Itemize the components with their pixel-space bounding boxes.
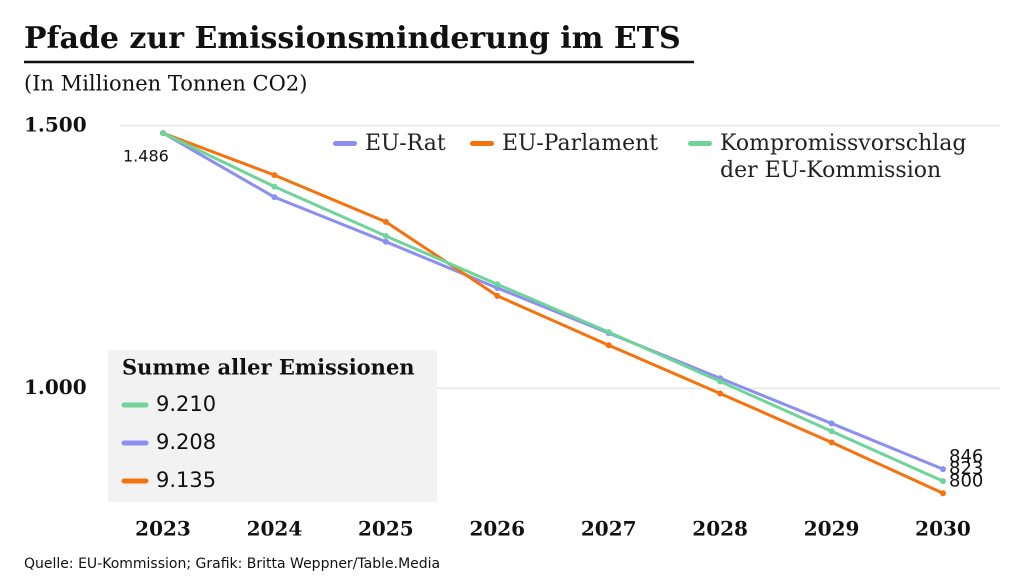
point [717, 378, 724, 385]
x-tick-label: 2025 [358, 517, 414, 541]
legend-label: EU-Rat [365, 131, 446, 156]
x-tick-label: 2026 [469, 517, 525, 541]
legend-swatch [333, 141, 357, 146]
x-tick-label: 2028 [692, 517, 748, 541]
summary-value: 9.208 [156, 430, 216, 454]
x-tick-label: 2023 [135, 517, 191, 541]
point [271, 172, 278, 179]
source: Quelle: EU-Kommission; Grafik: Britta We… [24, 556, 440, 572]
legend-item: Kompromissvorschlag der EU-Kommission [688, 130, 978, 184]
summary-value: 9.210 [156, 392, 216, 416]
summary-box [108, 350, 437, 502]
series-line [162, 131, 944, 471]
point [271, 194, 278, 201]
point [160, 130, 166, 137]
point [940, 478, 946, 485]
y-tick-label: 1.000 [24, 375, 87, 399]
point [717, 390, 724, 397]
series-line [162, 131, 944, 483]
value-label: 823 [949, 458, 983, 479]
point [494, 292, 501, 299]
point [940, 490, 946, 497]
legend-label: EU-Parlament [502, 131, 659, 156]
legend-swatch [688, 141, 712, 146]
point [494, 281, 501, 288]
value-label: 1.486 [123, 147, 169, 166]
point [828, 439, 835, 446]
value-label: 846 [949, 446, 983, 467]
subtitle: (In Millionen Tonnen CO2) [24, 72, 307, 96]
series-line [162, 131, 944, 495]
summary-title: Summe aller Emissionen [122, 355, 415, 380]
point [828, 428, 835, 435]
x-tick-label: 2029 [804, 517, 860, 541]
point [382, 218, 389, 225]
x-tick-label: 2030 [915, 517, 971, 541]
summary-value: 9.135 [156, 468, 216, 492]
point [940, 466, 946, 473]
point [605, 329, 612, 336]
x-tick-label: 2027 [581, 517, 637, 541]
value-label: 800 [949, 470, 983, 491]
legend-item: EU-Parlament [470, 130, 658, 157]
chart-title: Pfade zur Emissionsminderung im ETS [24, 21, 681, 56]
x-tick-label: 2024 [247, 517, 303, 541]
legend-label: Kompromissvorschlag der EU-Kommission [720, 131, 967, 183]
point [382, 233, 389, 239]
point [271, 183, 278, 190]
legend-swatch [470, 141, 494, 146]
point [605, 342, 612, 349]
y-tick-label: 1.500 [24, 112, 87, 136]
legend-item: EU-Rat [333, 130, 446, 157]
point [382, 238, 389, 245]
point [828, 420, 835, 427]
